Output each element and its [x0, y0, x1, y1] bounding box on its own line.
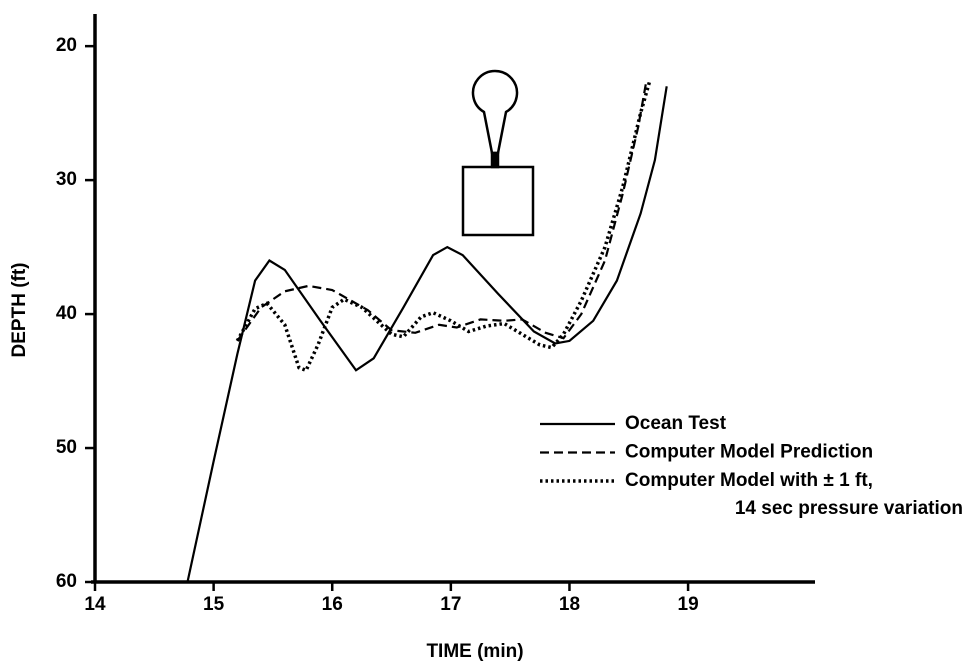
x-tick-label: 14 [84, 594, 106, 615]
y-axis-label: DEPTH (ft) [9, 263, 30, 358]
legend-label: Ocean Test [625, 413, 727, 434]
y-tick-label: 60 [56, 571, 77, 592]
x-tick-label: 17 [440, 594, 461, 615]
line-series [186, 86, 668, 583]
buoy-icon [461, 69, 535, 237]
x-tick-label: 16 [322, 594, 343, 615]
y-tick-label: 30 [56, 169, 77, 190]
x-tick-label: 15 [203, 594, 225, 615]
legend-label: Computer Model Prediction [625, 442, 873, 463]
y-tick-label: 40 [56, 303, 77, 324]
y-tick-label: 20 [56, 35, 77, 56]
x-tick-label: 19 [678, 594, 699, 615]
legend-label: Computer Model with ± 1 ft, 14 sec pressu… [625, 470, 963, 519]
line-series [236, 79, 648, 342]
x-tick-label: 18 [559, 594, 580, 615]
y-tick-label: 50 [56, 437, 77, 458]
x-axis-label: TIME (min) [426, 641, 523, 662]
